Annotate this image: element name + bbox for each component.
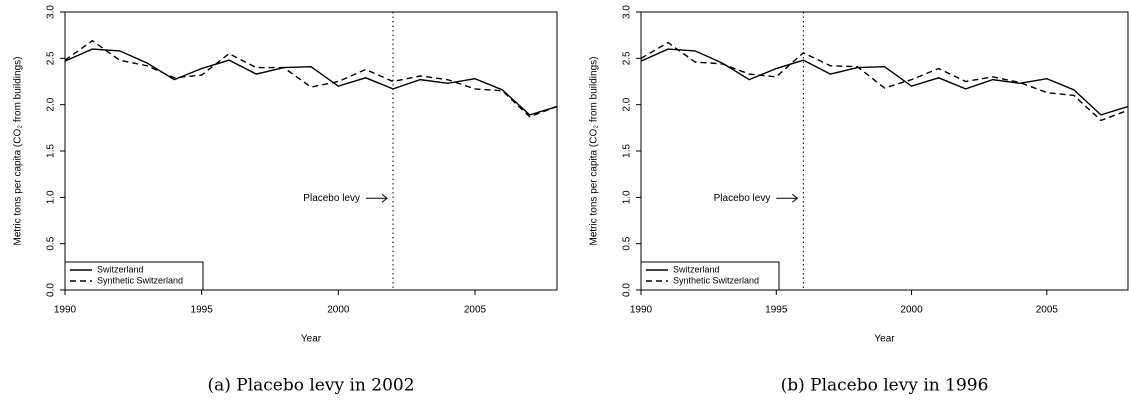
x-tick-label: 1990: [54, 305, 77, 316]
x-tick-label: 2000: [900, 305, 923, 316]
y-tick-label: 0.5: [622, 236, 633, 250]
y-tick-label: 0.0: [46, 283, 57, 297]
annotation-arrowhead: [792, 193, 799, 203]
y-tick-label: 2.0: [46, 97, 57, 111]
series-line: [64, 39, 558, 118]
caption: (b) Placebo levy in 1996: [781, 376, 989, 396]
plot-frame: [640, 11, 1129, 291]
y-tick-label: 2.0: [622, 97, 633, 111]
y-tick-label: 3.0: [46, 5, 57, 19]
annotation: Placebo levy: [303, 193, 360, 204]
x-axis-label: Year: [874, 334, 895, 345]
x-tick-label: 1990: [630, 305, 653, 316]
series-line: [64, 48, 558, 116]
series-line: [640, 41, 1129, 122]
legend-label: Switzerland: [97, 264, 144, 274]
x-tick-label: 2005: [1036, 305, 1059, 316]
y-axis-label: Metric tons per capita (CO₂ from buildin…: [13, 57, 24, 246]
y-axis-label: Metric tons per capita (CO₂ from buildin…: [589, 57, 600, 246]
x-axis-label: Year: [301, 334, 322, 345]
legend-box: [640, 261, 780, 291]
legend-label: Synthetic Switzerland: [673, 275, 759, 285]
x-tick-label: 1995: [765, 305, 788, 316]
y-tick-label: 2.5: [622, 51, 633, 65]
x-tick-label: 2000: [327, 305, 350, 316]
y-tick-label: 1.5: [622, 144, 633, 158]
annotation-arrowhead: [381, 193, 388, 203]
series-line: [640, 48, 1129, 116]
y-tick-label: 2.5: [46, 51, 57, 65]
y-tick-label: 1.0: [622, 190, 633, 204]
y-tick-label: 0.5: [46, 236, 57, 250]
y-tick-label: 1.5: [46, 144, 57, 158]
y-tick-label: 0.0: [622, 283, 633, 297]
x-tick-label: 2005: [464, 305, 487, 316]
chart: 0.0 0.5 1.0 1.5 2.0 2.5 3.0 1990 1995 2000 2005 Yea…: [13, 5, 558, 396]
x-tick-label: 1995: [191, 305, 214, 316]
plot-frame: [64, 11, 558, 291]
legend-label: Synthetic Switzerland: [97, 275, 183, 285]
chart: 0.0 0.5 1.0 1.5 2.0 2.5 3.0 1990 1995 2000 2005 Yea…: [589, 5, 1129, 396]
y-tick-label: 3.0: [622, 5, 633, 19]
legend-box: [64, 261, 204, 291]
y-tick-label: 1.0: [46, 190, 57, 204]
annotation: Placebo levy: [714, 193, 771, 204]
caption: (a) Placebo levy in 2002: [207, 376, 414, 396]
legend-label: Switzerland: [673, 264, 720, 274]
